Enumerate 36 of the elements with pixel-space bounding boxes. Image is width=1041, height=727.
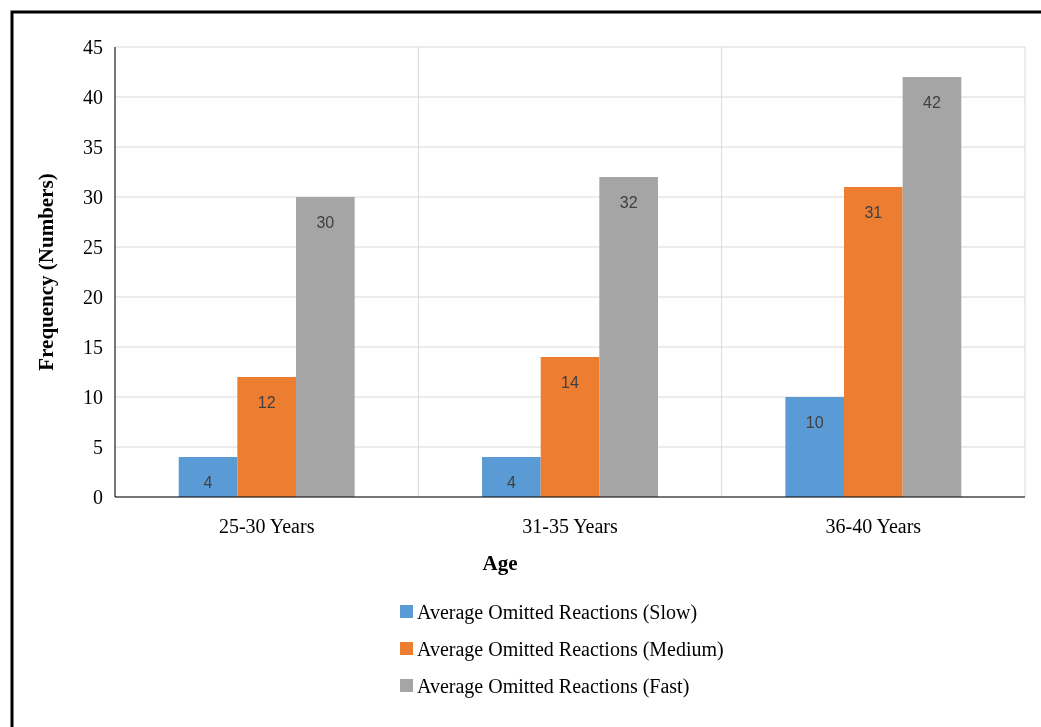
y-tick-label: 5 (93, 436, 103, 458)
y-tick-label: 40 (83, 86, 103, 108)
bar (178, 457, 238, 497)
data-label: 30 (316, 214, 335, 231)
bar (785, 397, 845, 497)
bar (844, 187, 903, 497)
y-axis-title: Frequency (Numbers) (34, 173, 58, 371)
data-label: 4 (203, 474, 213, 491)
y-tick-label: 35 (83, 136, 103, 158)
y-tick-label: 45 (83, 36, 103, 58)
bar (599, 177, 658, 497)
bar (902, 77, 962, 497)
bar (482, 457, 541, 497)
x-tick-label: 31-35 Years (522, 515, 618, 537)
bar (237, 377, 296, 497)
bar (540, 357, 600, 497)
y-tick-label: 25 (83, 236, 103, 258)
y-tick-label: 15 (83, 336, 103, 358)
bar (295, 197, 355, 497)
data-label: 42 (923, 94, 941, 111)
y-tick-label: 20 (83, 286, 103, 308)
y-tick-label: 0 (93, 486, 103, 508)
x-tick-label: 36-40 Years (825, 515, 922, 537)
data-label: 4 (506, 474, 516, 491)
y-tick-label: 30 (83, 186, 103, 208)
data-label: 10 (805, 414, 824, 431)
legend-label: Average Omitted Reactions (Medium) (417, 638, 724, 661)
data-label: 12 (257, 394, 276, 411)
data-label: 14 (561, 374, 579, 391)
legend-label: Average Omitted Reactions (Slow) (417, 601, 698, 624)
x-axis-title: Age (482, 551, 518, 575)
y-tick-label: 10 (83, 386, 103, 408)
data-label: 31 (864, 204, 883, 221)
x-tick-label: 25-30 Years (218, 515, 315, 537)
legend-label: Average Omitted Reactions (Fast) (417, 675, 690, 698)
data-label: 32 (619, 194, 638, 211)
